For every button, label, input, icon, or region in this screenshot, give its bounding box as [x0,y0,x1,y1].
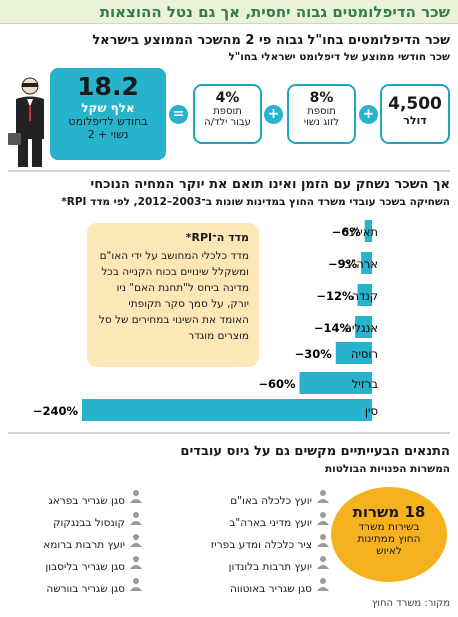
person-icon [317,490,329,503]
category-label: ארה"ב [344,257,378,271]
position-label: סגן שגריר בליסבון [45,561,125,573]
bar [355,316,372,338]
open-positions-circle: 18 משרות בשירות משרד החוץ ממתינות לאיוש [331,487,447,582]
conditions-subtitle: המשרות הפנויות הבולטות [324,463,450,475]
bar [335,342,372,364]
person-icon [317,534,329,547]
value-label: −240% [33,404,79,418]
plus-icon: + [264,105,283,124]
list-item: יועץ כלכלה באו"ם [144,489,330,511]
chart-subtitle: השחיקה בשכר עובדי משרד החוץ במדינות שונו… [61,196,450,208]
salary-subtitle: שכר חודשי ממוצע של דיפלומט ישראלי בחו"ל [228,51,450,63]
result-value: 18.2 [77,72,139,101]
married-bonus-card: 8% תוספת לזוג נשוי [287,84,356,144]
list-item: ציר כלכלה ומדע בפריז [144,533,330,555]
conditions-title: התנאים הבעייתיים מקשים גם על גיוס עובדים [180,444,450,459]
position-label: יועץ כלכלה באו"ם [230,495,312,507]
list-item: סגן שגריר בפראג [5,489,143,511]
positions-column-left: סגן שגריר בפראג קונסול בבנגקוק יועץ תרבו… [5,489,143,599]
salary-erosion-chart: תאילנד−6% ארה"ב−9% קנדה−12% אנגליה−14% רוסיה… [33,220,379,421]
page-title: שכר הדיפלומטים גבוה יחסית, אך גם נטל ההו… [99,3,450,21]
category-label: קנדה [351,289,378,303]
position-label: סגן שגריר בוורשה [46,583,125,595]
list-item: סגן שגריר באוטווה [144,577,330,599]
chart-title: אך השכר נשחק עם הזמן ואינו תואם את יוקר … [90,177,450,192]
list-item: יועץ תרבות ברומא [5,533,143,555]
list-item: סגן שגריר בוורשה [5,577,143,599]
position-label: סגן שגריר בפראג [48,495,125,507]
positions-column-right: יועץ כלכלה באו"ם יועץ מדיני בארה"ב ציר כ… [144,489,330,599]
result-line1: בחודש לדיפלומט [68,115,148,128]
category-label: רוסיה [351,347,378,361]
category-label: אנגליה [344,321,378,335]
circle-line2: בשירות משרד [358,521,420,533]
person-icon [130,512,142,525]
divider [8,170,450,172]
person-icon [317,578,329,591]
value-label: −60% [258,377,296,391]
value-label: −6% [332,225,362,239]
equals-icon: = [169,105,188,124]
salary-title: שכר הדיפלומטים בחו"ל גבוה פי 2 מהשכר הממ… [92,33,450,48]
list-item: יועץ מדיני בארה"ב [144,511,330,533]
position-label: ציר כלכלה ומדע בפריז [210,539,312,551]
value-label: −9% [328,257,358,271]
person-icon [130,534,142,547]
rpi-heading: מדד ה־RPI* [185,231,249,244]
position-label: קונסול בבנגקוק [53,517,125,529]
rpi-text: מדד כלכלי המחושב על ידי האו"ם ומשקלל שינ… [98,250,249,342]
position-label: סגן שגריר באוטווה [230,583,312,595]
position-label: יועץ תרבות בלונדון [228,561,312,573]
value-label: −12% [316,289,354,303]
plus-icon: + [359,105,378,124]
header-bar [0,0,458,24]
result-unit: אלף שקל [81,101,135,115]
result-card: 18.2 אלף שקל בחודש לדיפלומט נשוי + 2 [50,68,166,160]
bar [357,284,372,306]
bar [82,399,372,421]
value-label: −30% [295,347,333,361]
child-bonus-label: תוספת [213,106,242,117]
source-note: מקור: משרד החוץ [371,598,450,609]
person-icon [130,490,142,503]
list-item: סגן שגריר בליסבון [5,555,143,577]
married-bonus-label: תוספת [307,106,336,117]
category-label: סין [365,404,378,418]
child-bonus-desc: עבור ילד/ה [204,117,251,128]
category-label: ברזיל [352,377,379,391]
base-salary-card: 4,500 דולר [380,84,450,144]
base-salary-unit: דולר [403,114,427,127]
position-label: יועץ מדיני בארה"ב [229,517,312,529]
divider [8,432,450,434]
bar [361,252,372,274]
circle-line4: לאיוש [376,545,402,557]
child-bonus-value: 4% [215,90,240,106]
base-salary-value: 4,500 [388,94,442,114]
list-item: קונסול בבנגקוק [5,511,143,533]
person-icon [130,578,142,591]
open-positions-count: 18 משרות [352,503,426,521]
diplomat-icon [8,77,44,167]
circle-line3: החוץ ממתינות [357,533,421,545]
rpi-info-box: מדד ה־RPI* מדד כלכלי המחושב על ידי האו"ם… [87,223,259,367]
person-icon [130,556,142,569]
list-item: יועץ תרבות בלונדון [144,555,330,577]
married-bonus-value: 8% [309,90,334,106]
result-line2: נשוי + 2 [87,128,129,141]
bar [299,372,372,394]
category-label: תאילנד [343,225,378,239]
person-icon [317,512,329,525]
value-label: −14% [314,321,352,335]
position-label: יועץ תרבות ברומא [43,539,125,551]
bar [364,220,372,242]
child-bonus-card: 4% תוספת עבור ילד/ה [193,84,262,144]
person-icon [317,556,329,569]
married-bonus-desc: לזוג נשוי [303,117,340,128]
